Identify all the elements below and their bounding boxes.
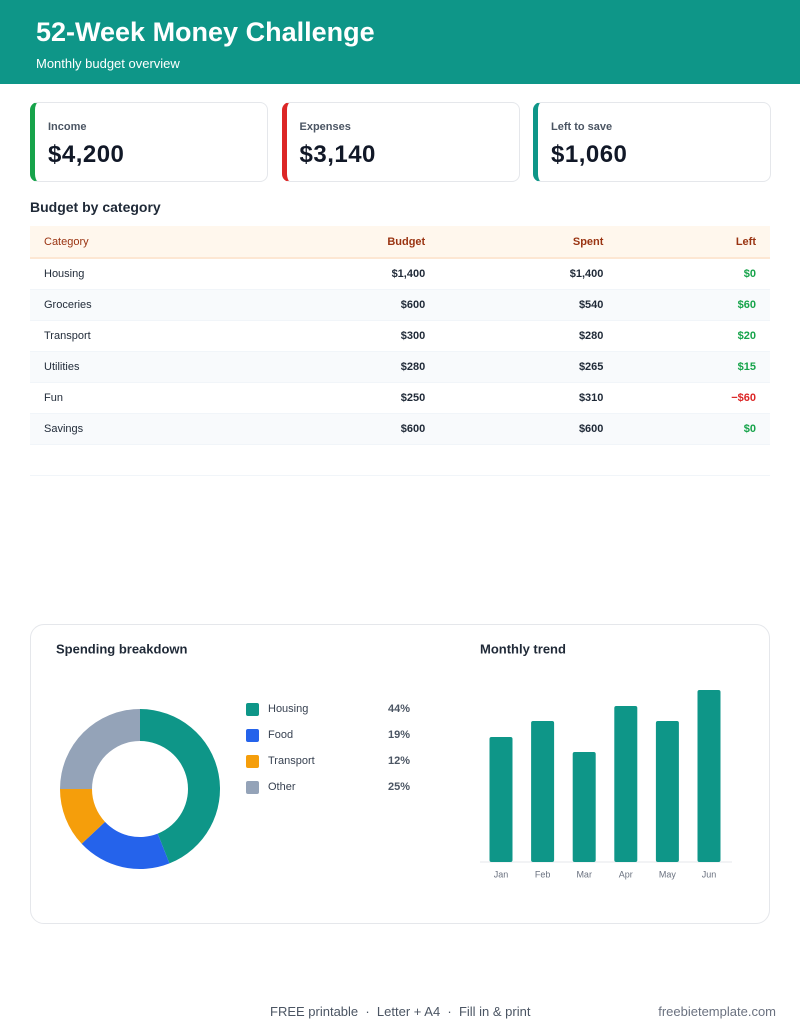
- legend-value: 44%: [388, 703, 410, 715]
- table-cell: Utilities: [30, 351, 249, 383]
- x-tick-label: Feb: [535, 869, 551, 879]
- table-cell: $20: [617, 320, 770, 352]
- budget-table: Category Budget Spent Left Housing $1,400 $1,4…: [30, 226, 770, 445]
- bar: [655, 721, 679, 862]
- legend-value: 25%: [388, 781, 410, 793]
- stat-value: $4,200: [48, 141, 125, 168]
- legend-swatch: [246, 729, 259, 742]
- bar: [572, 752, 596, 862]
- table-row: Utilities $280 $265 $15: [30, 351, 770, 383]
- table-cell: $1,400: [248, 258, 440, 290]
- table-cell: $265: [439, 351, 618, 383]
- legend-value: 12%: [388, 755, 410, 767]
- bar: [697, 690, 721, 862]
- title: 52-Week Money Challenge: [36, 17, 375, 47]
- column-header: Spent: [439, 226, 618, 259]
- legend-label: Housing: [268, 703, 308, 715]
- pie-slice: [140, 709, 221, 864]
- bar: [614, 706, 638, 862]
- table-cell: Housing: [30, 258, 249, 290]
- table-row: Fun $250 $310 −$60: [30, 382, 770, 414]
- footer-site: freebietemplate.com: [658, 1004, 776, 1019]
- x-tick-label: Apr: [619, 869, 633, 879]
- table-title: Budget by category: [30, 199, 161, 215]
- column-header: Left: [617, 226, 770, 259]
- table-cell: $600: [248, 413, 440, 445]
- table-cell: $600: [439, 413, 618, 445]
- table-cell: $300: [248, 320, 440, 352]
- table-row: Housing $1,400 $1,400 $0: [30, 258, 770, 290]
- chart-title: Spending breakdown: [56, 641, 188, 656]
- stat-label: Expenses: [299, 121, 351, 133]
- table-cell: $250: [248, 382, 440, 414]
- pie-slice: [60, 789, 106, 844]
- table-cell: $0: [617, 413, 770, 445]
- stat-value: $1,060: [551, 141, 628, 168]
- table-cell: Groceries: [30, 289, 249, 321]
- table-cell: $310: [439, 382, 618, 414]
- table-cell: $540: [439, 289, 618, 321]
- column-header: Budget: [248, 226, 440, 259]
- table-cell: $280: [248, 351, 440, 383]
- pie-slice: [60, 709, 140, 789]
- x-tick-label: Jan: [494, 869, 509, 879]
- table-cell: $15: [617, 351, 770, 383]
- table-cell: $0: [617, 258, 770, 290]
- legend-value: 19%: [388, 729, 410, 741]
- stat-label: Income: [48, 121, 87, 133]
- x-tick-label: Jun: [702, 869, 717, 879]
- table-cell: −$60: [617, 382, 770, 414]
- header: 52-Week Money Challenge Monthly budget o…: [0, 0, 800, 84]
- stat-card: Expenses $3,140: [281, 102, 520, 182]
- legend-label: Other: [268, 781, 296, 793]
- separator: [30, 475, 770, 476]
- subtitle: Monthly budget overview: [36, 56, 180, 71]
- table-row: Savings $600 $600 $0: [30, 413, 770, 445]
- legend-swatch: [246, 781, 259, 794]
- table-row: Groceries $600 $540 $60: [30, 289, 770, 321]
- footer-text: FREE printable · Letter + A4 · Fill in &…: [270, 1004, 531, 1019]
- table-cell: $600: [248, 289, 440, 321]
- legend-label: Transport: [268, 755, 315, 767]
- chart-panel: [30, 624, 770, 924]
- legend-swatch: [246, 755, 259, 768]
- legend-label: Food: [268, 729, 293, 741]
- table-cell: Fun: [30, 382, 249, 414]
- x-tick-label: Mar: [576, 869, 592, 879]
- stat-value: $3,140: [299, 141, 376, 168]
- legend-swatch: [246, 703, 259, 716]
- pie-slice: [81, 821, 170, 869]
- stat-card: Income $4,200: [30, 102, 268, 182]
- table-cell: Transport: [30, 320, 249, 352]
- table-cell: $280: [439, 320, 618, 352]
- table-cell: $60: [617, 289, 770, 321]
- stat-card: Left to save $1,060: [533, 102, 771, 182]
- column-header: Category: [30, 226, 249, 259]
- x-tick-label: May: [659, 869, 677, 879]
- table-cell: $1,400: [439, 258, 618, 290]
- bar: [531, 721, 555, 862]
- table-row: Transport $300 $280 $20: [30, 320, 770, 352]
- chart-title: Monthly trend: [480, 641, 566, 656]
- stat-label: Left to save: [551, 121, 613, 133]
- table-cell: Savings: [30, 413, 249, 445]
- bar: [489, 737, 513, 862]
